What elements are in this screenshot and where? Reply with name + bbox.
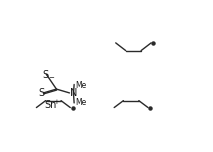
Text: −: − [49, 75, 55, 81]
Text: Me: Me [75, 98, 86, 107]
Text: Sn: Sn [44, 100, 56, 110]
Text: S: S [39, 88, 45, 98]
Text: N: N [69, 88, 77, 98]
Text: Me: Me [75, 81, 86, 90]
Text: +: + [53, 99, 59, 105]
Text: S: S [43, 70, 49, 80]
